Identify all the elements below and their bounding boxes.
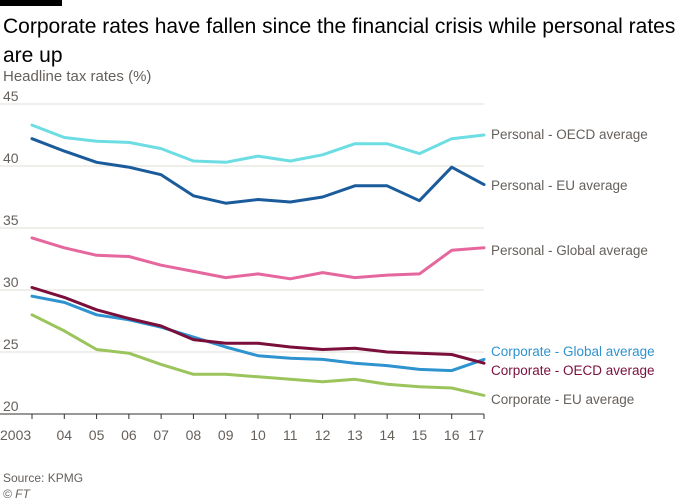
x-tick-label: 07 bbox=[153, 427, 169, 443]
series-line bbox=[30, 294, 486, 373]
x-tick-label: 05 bbox=[89, 427, 105, 443]
x-tick-label: 15 bbox=[412, 427, 428, 443]
x-tick-label: 10 bbox=[250, 427, 266, 443]
series-label: Corporate - OECD average bbox=[491, 363, 655, 378]
series-label: Corporate - Global average bbox=[491, 344, 655, 359]
series-label: Corporate - EU average bbox=[491, 392, 634, 407]
x-tick-label: 17 bbox=[468, 427, 484, 443]
y-tick-label: 20 bbox=[3, 398, 19, 414]
series-line bbox=[30, 137, 486, 205]
x-tick-label: 14 bbox=[379, 427, 395, 443]
series-label: Personal - EU average bbox=[491, 178, 628, 193]
series-line bbox=[30, 286, 486, 365]
y-tick-label: 30 bbox=[3, 274, 19, 290]
series-line bbox=[30, 313, 486, 397]
chart-subtitle: Headline tax rates (%) bbox=[3, 68, 152, 85]
x-tick-label: 2003 bbox=[0, 427, 31, 443]
series-label: Personal - Global average bbox=[491, 243, 648, 258]
brand-bar bbox=[0, 0, 62, 6]
y-tick-label: 25 bbox=[3, 336, 19, 352]
copyright-note: © FT bbox=[3, 487, 30, 501]
y-tick-label: 40 bbox=[3, 150, 19, 166]
source-note: Source: KPMG bbox=[3, 471, 84, 485]
x-tick-label: 08 bbox=[186, 427, 202, 443]
series-line bbox=[30, 123, 486, 164]
x-tick-label: 12 bbox=[315, 427, 331, 443]
footer: Source: KPMG © FT bbox=[3, 470, 83, 502]
x-tick-label: 09 bbox=[218, 427, 234, 443]
x-tick-label: 13 bbox=[347, 427, 363, 443]
series-label: Personal - OECD average bbox=[491, 127, 648, 142]
chart-title: Corporate rates have fallen since the fi… bbox=[3, 15, 676, 67]
x-tick-label: 06 bbox=[121, 427, 137, 443]
x-tick-label: 16 bbox=[444, 427, 460, 443]
series-line bbox=[30, 236, 486, 281]
x-tick-label: 04 bbox=[56, 427, 72, 443]
y-tick-label: 35 bbox=[3, 212, 19, 228]
y-tick-label: 45 bbox=[3, 88, 19, 104]
x-tick-label: 11 bbox=[283, 427, 298, 443]
